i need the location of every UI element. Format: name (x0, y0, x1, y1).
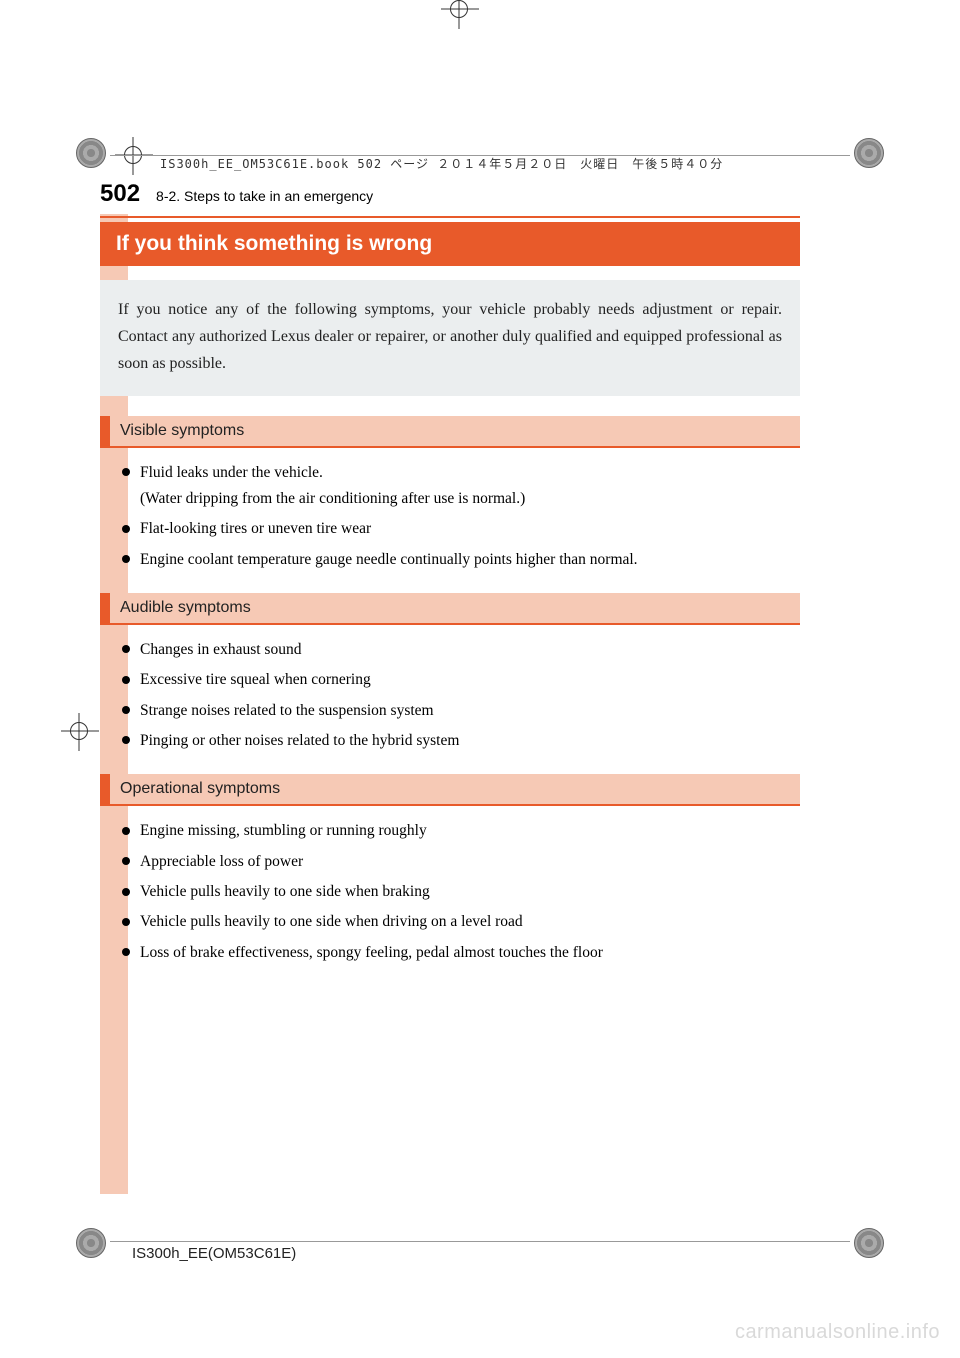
list-item: Strange noises related to the suspension… (122, 698, 800, 724)
list-item: Appreciable loss of power (122, 849, 800, 875)
list-item-text: Appreciable loss of power (140, 853, 303, 870)
list-item: Excessive tire squeal when cornering (122, 667, 800, 693)
list-item-text: Changes in exhaust sound (140, 641, 301, 658)
page-number: 502 (100, 180, 140, 208)
list-item-text: Excessive tire squeal when cornering (140, 671, 371, 688)
list-item-text: Vehicle pulls heavily to one side when d… (140, 913, 523, 930)
list-item: Fluid leaks under the vehicle. (Water dr… (122, 460, 800, 513)
list-item-text: Engine coolant temperature gauge needle … (140, 551, 638, 568)
list-item-subtext: (Water dripping from the air conditionin… (140, 486, 800, 512)
list-item: Flat-looking tires or uneven tire wear (122, 516, 800, 542)
crop-line (110, 1241, 850, 1242)
intro-text: If you notice any of the following sympt… (100, 280, 800, 396)
crop-mark-icon (76, 138, 106, 168)
symptom-list-visible: Fluid leaks under the vehicle. (Water dr… (122, 460, 800, 573)
crop-mark-icon (854, 1228, 884, 1258)
watermark: carmanualsonline.info (735, 1321, 940, 1344)
list-item-text: Fluid leaks under the vehicle. (140, 464, 323, 481)
list-item: Engine coolant temperature gauge needle … (122, 547, 800, 573)
section-path: 8-2. Steps to take in an emergency (156, 188, 373, 204)
list-item-text: Vehicle pulls heavily to one side when b… (140, 883, 430, 900)
list-item: Vehicle pulls heavily to one side when d… (122, 909, 800, 935)
list-item: Changes in exhaust sound (122, 637, 800, 663)
list-item-text: Flat-looking tires or uneven tire wear (140, 520, 371, 537)
page-content: 502 8-2. Steps to take in an emergency I… (100, 180, 800, 970)
list-item: Pinging or other noises related to the h… (122, 728, 800, 754)
list-item: Loss of brake effectiveness, spongy feel… (122, 940, 800, 966)
crop-mark-icon (76, 1228, 106, 1258)
subheading-audible: Audible symptoms (100, 593, 800, 625)
symptom-list-audible: Changes in exhaust sound Excessive tire … (122, 637, 800, 754)
registration-mark-icon (450, 0, 468, 18)
subheading-visible: Visible symptoms (100, 416, 800, 448)
symptom-list-operational: Engine missing, stumbling or running rou… (122, 818, 800, 966)
page-header: 502 8-2. Steps to take in an emergency (100, 180, 800, 208)
registration-mark-icon (70, 722, 88, 740)
list-item-text: Pinging or other noises related to the h… (140, 732, 459, 749)
subheading-operational: Operational symptoms (100, 774, 800, 806)
divider (100, 216, 800, 218)
list-item-text: Strange noises related to the suspension… (140, 702, 434, 719)
list-item: Vehicle pulls heavily to one side when b… (122, 879, 800, 905)
list-item-text: Loss of brake effectiveness, spongy feel… (140, 944, 603, 961)
crop-mark-icon (854, 138, 884, 168)
list-item-text: Engine missing, stumbling or running rou… (140, 822, 427, 839)
page-title: If you think something is wrong (100, 222, 800, 266)
print-header: IS300h_EE_OM53C61E.book 502 ページ ２０１４年５月２… (160, 155, 723, 172)
footer-code: IS300h_EE(OM53C61E) (132, 1245, 296, 1262)
list-item: Engine missing, stumbling or running rou… (122, 818, 800, 844)
